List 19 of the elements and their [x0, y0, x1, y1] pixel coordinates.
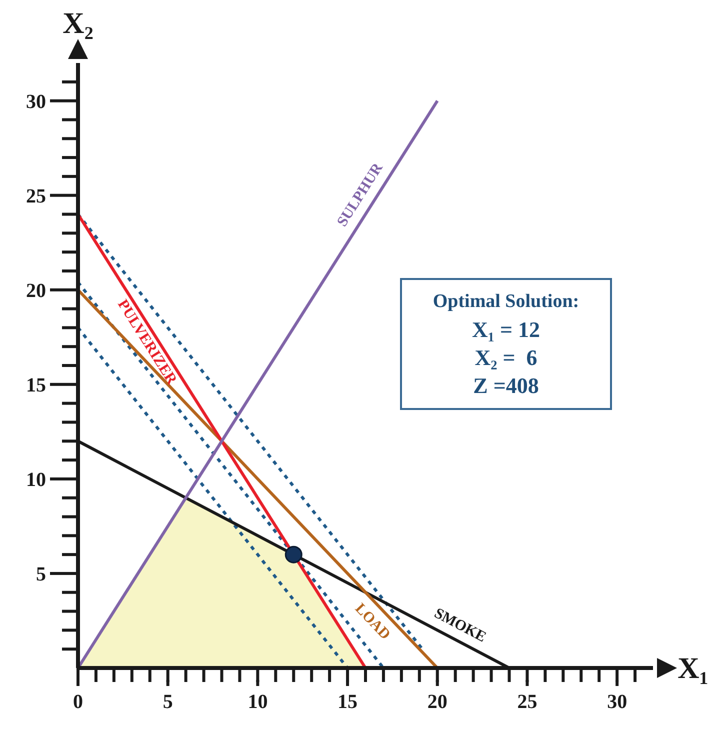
- y-tick-label: 15: [26, 374, 46, 396]
- x-tick-label: 30: [607, 691, 628, 713]
- x-tick-label: 0: [73, 691, 83, 713]
- x-tick-label: 15: [338, 691, 358, 713]
- annotation: Z =408: [473, 373, 539, 398]
- x-tick-label: 10: [248, 691, 268, 713]
- y-tick-label: 10: [26, 468, 46, 491]
- annotation: X₁ = 12: [472, 317, 540, 342]
- x-axis-title: X₁: [678, 652, 708, 685]
- x-tick-label: 20: [427, 691, 448, 713]
- annotation: Optimal Solution:: [432, 291, 580, 312]
- y-tick-label: 20: [26, 280, 46, 302]
- y-tick-label: 5: [36, 563, 46, 586]
- x-tick-label: 5: [162, 691, 173, 713]
- y-tick-label: 25: [26, 185, 46, 208]
- y-axis-title: X₂: [62, 7, 94, 40]
- x-tick-label: 25: [517, 691, 538, 713]
- annotation: X₂ = 6: [474, 345, 538, 370]
- y-tick-label: 30: [26, 90, 46, 113]
